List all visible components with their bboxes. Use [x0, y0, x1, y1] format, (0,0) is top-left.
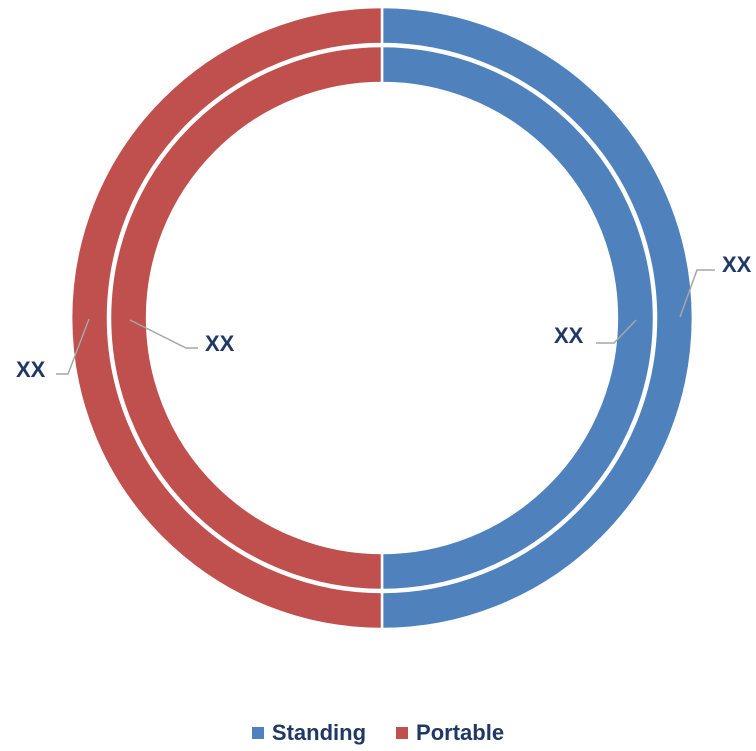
legend-label-standing: Standing — [271, 720, 367, 745]
inner-leader-line-portable — [129, 319, 198, 349]
outer-leader-line-portable — [56, 318, 90, 375]
legend-swatch-standing — [251, 727, 264, 739]
legend-label-portable: Portable — [416, 720, 505, 745]
inner-data-label-standing: XX — [554, 323, 584, 348]
outer-data-label-portable: XX — [16, 357, 46, 382]
inner-data-label-portable: XX — [205, 331, 235, 356]
inner-leader-line-standing — [596, 319, 637, 344]
legend-item-standing: Standing — [251, 720, 367, 746]
inner-ring-slice-standing — [380, 44, 656, 592]
legend-swatch-portable — [396, 727, 409, 739]
outer-leader-line-standing — [679, 269, 715, 318]
outer-data-label-standing: XX — [722, 252, 752, 277]
inner-ring-slice-portable — [108, 44, 384, 592]
outer-ring-slice-portable — [69, 5, 384, 631]
legend-item-portable: Portable — [396, 720, 504, 746]
legend: Standing Portable — [0, 720, 756, 746]
